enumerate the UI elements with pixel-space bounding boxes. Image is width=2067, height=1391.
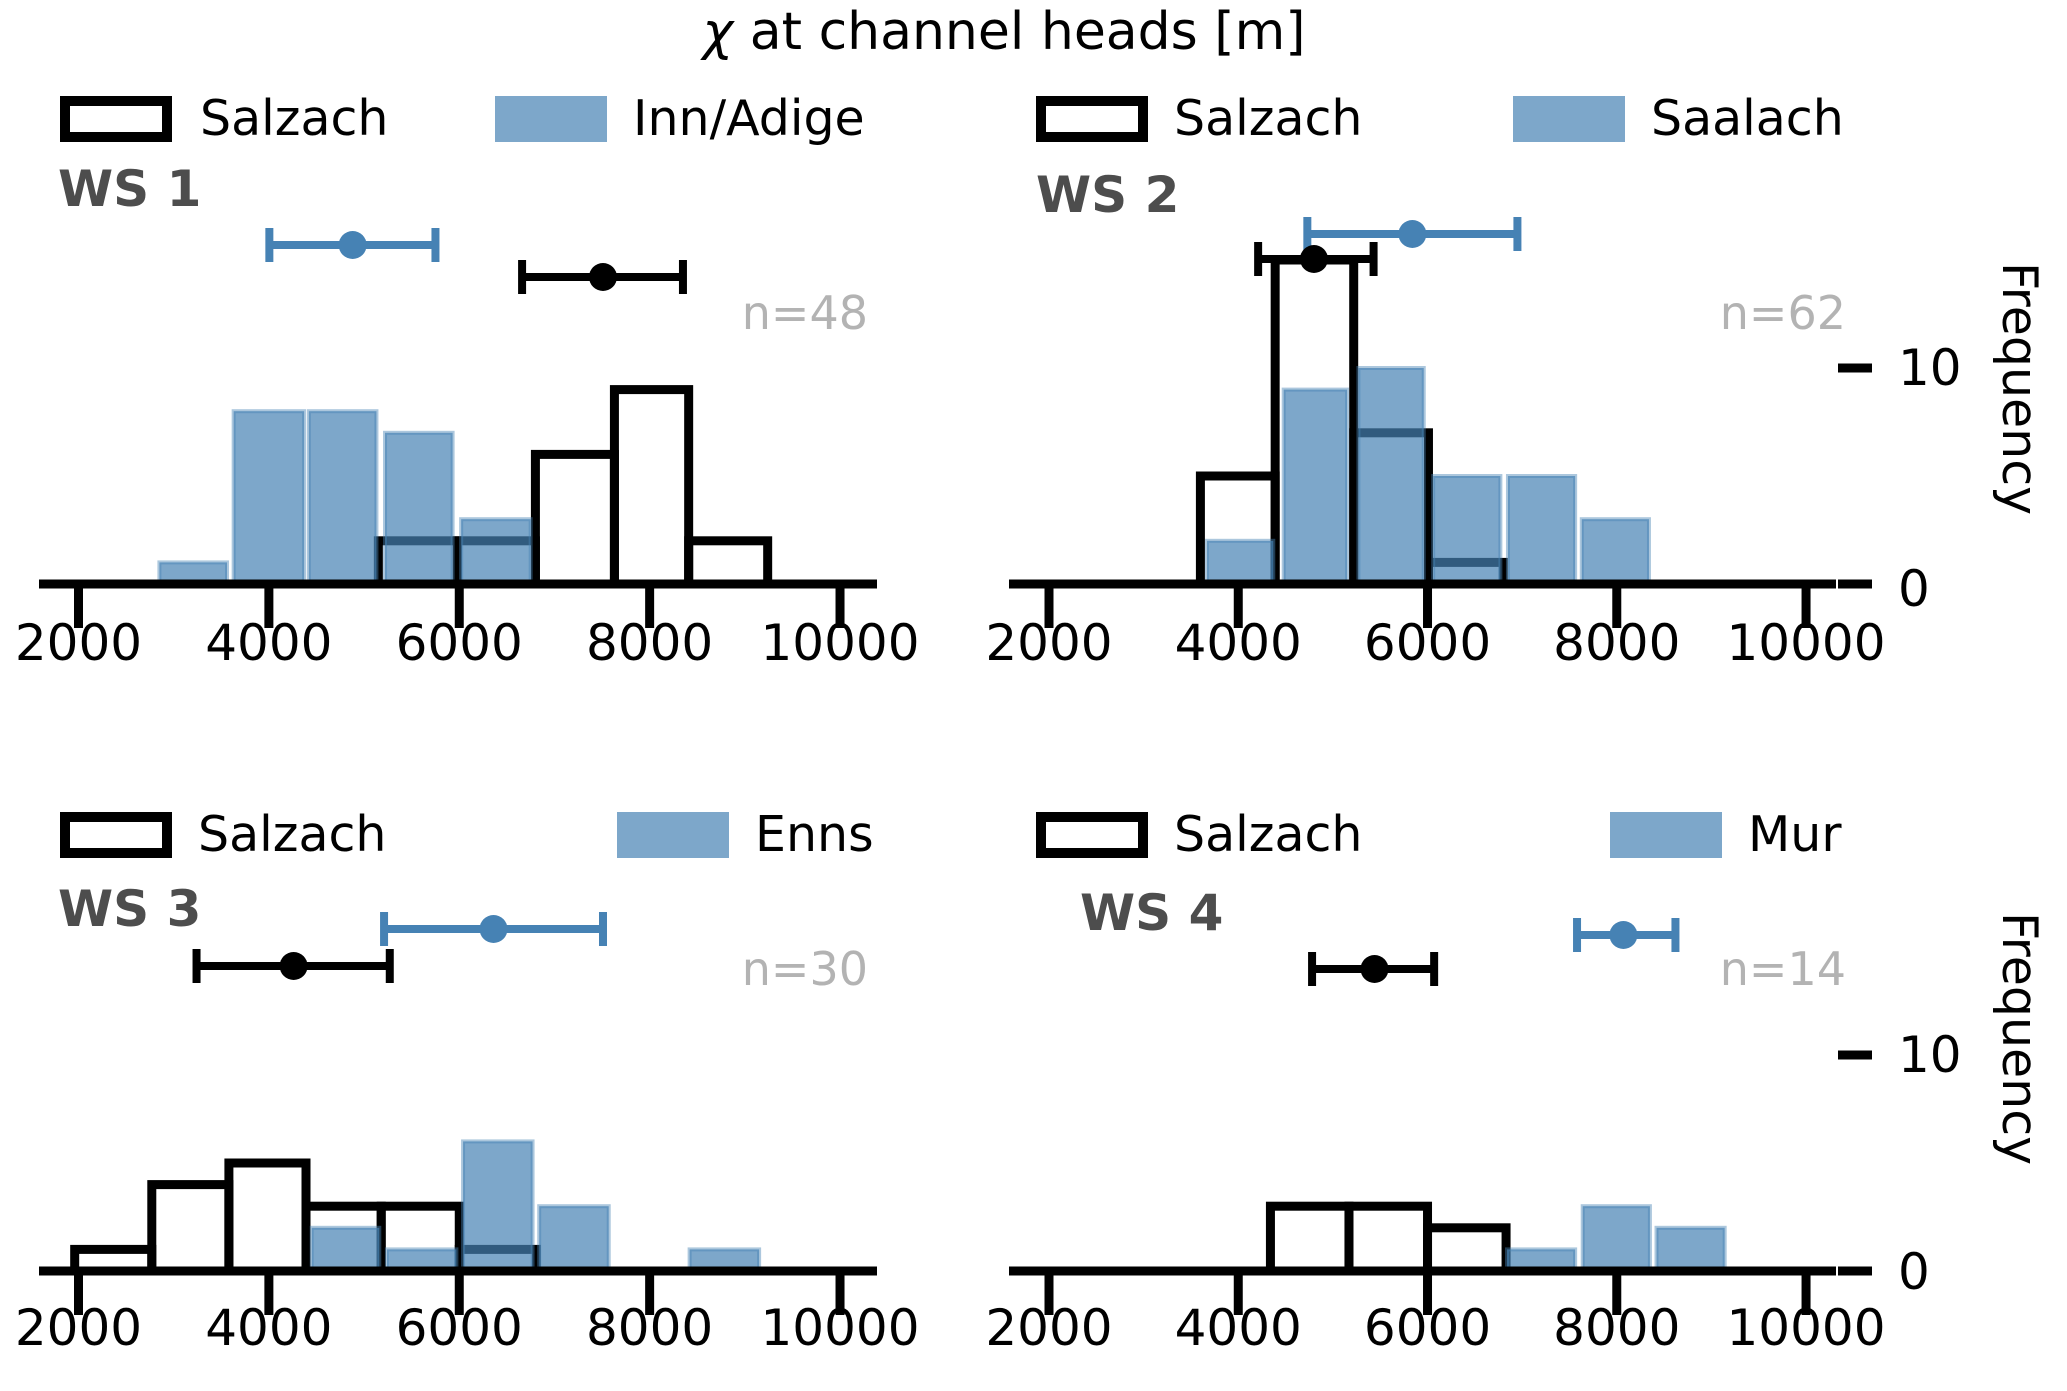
legend-swatch-compare-ws4 <box>1610 812 1722 858</box>
y-tick-label-0-top: 0 <box>1898 560 1930 618</box>
legend-swatch-compare-ws1 <box>495 96 607 142</box>
legend-label-compare-ws1: Inn/Adige <box>633 90 865 147</box>
legend-swatch-salzach-ws3 <box>60 812 172 858</box>
n-count-ws2: n=62 <box>1719 286 1846 340</box>
x-tick-label: 6000 <box>1363 1299 1492 1357</box>
x-tick-label: 8000 <box>1553 1299 1681 1357</box>
compare-hist-bar-ws3 <box>537 1204 611 1273</box>
x-tick-label: 6000 <box>395 614 523 672</box>
y-axis-label-bottom: Frequency <box>1991 912 2048 1166</box>
errorbar-mean-dot-salzach-ws3 <box>279 952 308 980</box>
x-tick-label: 10000 <box>760 614 920 672</box>
x-tick-label: 4000 <box>205 614 333 672</box>
n-count-ws3: n=30 <box>741 942 868 996</box>
errorbar-mean-dot-salzach-ws2 <box>1299 245 1328 273</box>
legend-label-compare-ws2: Saalach <box>1651 90 1844 147</box>
salzach-hist-bar-ws3 <box>147 1180 234 1276</box>
x-tick-label: 2000 <box>14 1299 143 1357</box>
compare-hist-bar-ws2 <box>1205 538 1276 586</box>
n-count-ws4: n=14 <box>1719 942 1846 996</box>
errorbar-mean-dot-salzach-ws1 <box>588 263 617 291</box>
errorbar-mean-dot-compare-ws4 <box>1609 921 1638 949</box>
compare-hist-bar-ws1 <box>306 409 379 587</box>
x-tick-label: 8000 <box>586 614 714 672</box>
salzach-hist-bar-ws4 <box>1423 1223 1511 1276</box>
legend-label-salzach-ws4: Salzach <box>1174 806 1363 863</box>
errorbar-mean-dot-compare-ws3 <box>479 915 508 943</box>
y-tick-label-0-bottom: 0 <box>1898 1243 1930 1301</box>
ws-label-1: WS 1 <box>58 160 202 218</box>
salzach-hist-bar-ws1 <box>530 449 619 589</box>
compare-hist-bar-ws4 <box>1580 1204 1652 1273</box>
x-tick-label: 10000 <box>1726 1299 1886 1357</box>
salzach-hist-bar-ws4 <box>1344 1201 1433 1276</box>
x-tick-label: 2000 <box>985 1299 1113 1357</box>
salzach-hist-bar-ws1 <box>609 385 694 589</box>
errorbar-mean-dot-compare-ws1 <box>338 231 367 259</box>
compare-hist-bar-ws1 <box>459 517 533 587</box>
legend-swatch-salzach-ws2 <box>1036 96 1148 142</box>
legend-label-compare-ws4: Mur <box>1748 806 1842 863</box>
x-tick-label: 4000 <box>1174 614 1302 672</box>
x-tick-label: 8000 <box>1553 614 1681 672</box>
salzach-hist-bar-ws3 <box>224 1158 311 1276</box>
x-tick-label: 6000 <box>395 1299 523 1357</box>
compare-hist-bar-ws3 <box>461 1139 535 1274</box>
errorbar-mean-dot-compare-ws2 <box>1398 220 1427 248</box>
legend-swatch-compare-ws2 <box>1513 96 1625 142</box>
x-tick-label: 10000 <box>760 1299 920 1357</box>
compare-hist-bar-ws2 <box>1579 517 1651 587</box>
x-tick-label: 8000 <box>586 1299 714 1357</box>
legend-swatch-salzach-ws1 <box>60 96 172 142</box>
compare-hist-bar-ws2 <box>1356 366 1426 586</box>
title-text: at channel heads [m] <box>733 2 1306 62</box>
compare-hist-bar-ws3 <box>309 1225 382 1274</box>
legend-label-salzach-ws1: Salzach <box>200 90 389 147</box>
errorbar-mean-dot-salzach-ws4 <box>1360 955 1389 983</box>
x-tick-label: 2000 <box>14 614 143 672</box>
compare-hist-bar-ws2 <box>1431 474 1503 586</box>
ws-label-3: WS 3 <box>58 880 202 938</box>
compare-hist-bar-ws4 <box>1654 1225 1727 1274</box>
compare-hist-bar-ws2 <box>1505 474 1578 586</box>
legend-label-salzach-ws3: Salzach <box>198 806 387 863</box>
x-tick-label: 4000 <box>205 1299 333 1357</box>
legend-label-salzach-ws2: Salzach <box>1174 90 1363 147</box>
ws-label-2: WS 2 <box>1036 166 1180 224</box>
compare-hist-bar-ws1 <box>383 430 455 586</box>
legend-label-compare-ws3: Enns <box>755 806 874 863</box>
y-tick-label-10-bottom: 10 <box>1898 1026 1962 1084</box>
x-tick-label: 4000 <box>1174 1299 1302 1357</box>
x-tick-label: 2000 <box>985 614 1113 672</box>
compare-hist-bar-ws2 <box>1281 387 1350 586</box>
legend-swatch-salzach-ws4 <box>1036 812 1148 858</box>
y-tick-label-10-top: 10 <box>1898 339 1962 397</box>
compare-hist-bar-ws1 <box>231 409 307 587</box>
x-tick-label: 6000 <box>1363 614 1492 672</box>
x-tick-label: 10000 <box>1726 614 1886 672</box>
salzach-hist-bar-ws1 <box>684 536 773 589</box>
y-axis-label-top: Frequency <box>1991 262 2048 516</box>
legend-swatch-compare-ws3 <box>617 812 729 858</box>
salzach-hist-bar-ws4 <box>1265 1201 1354 1276</box>
figure-title: χ at channel heads [m] <box>702 6 1305 58</box>
ws-label-4: WS 4 <box>1080 884 1224 942</box>
n-count-ws1: n=48 <box>741 286 868 340</box>
title-chi-symbol: χ <box>702 2 734 62</box>
